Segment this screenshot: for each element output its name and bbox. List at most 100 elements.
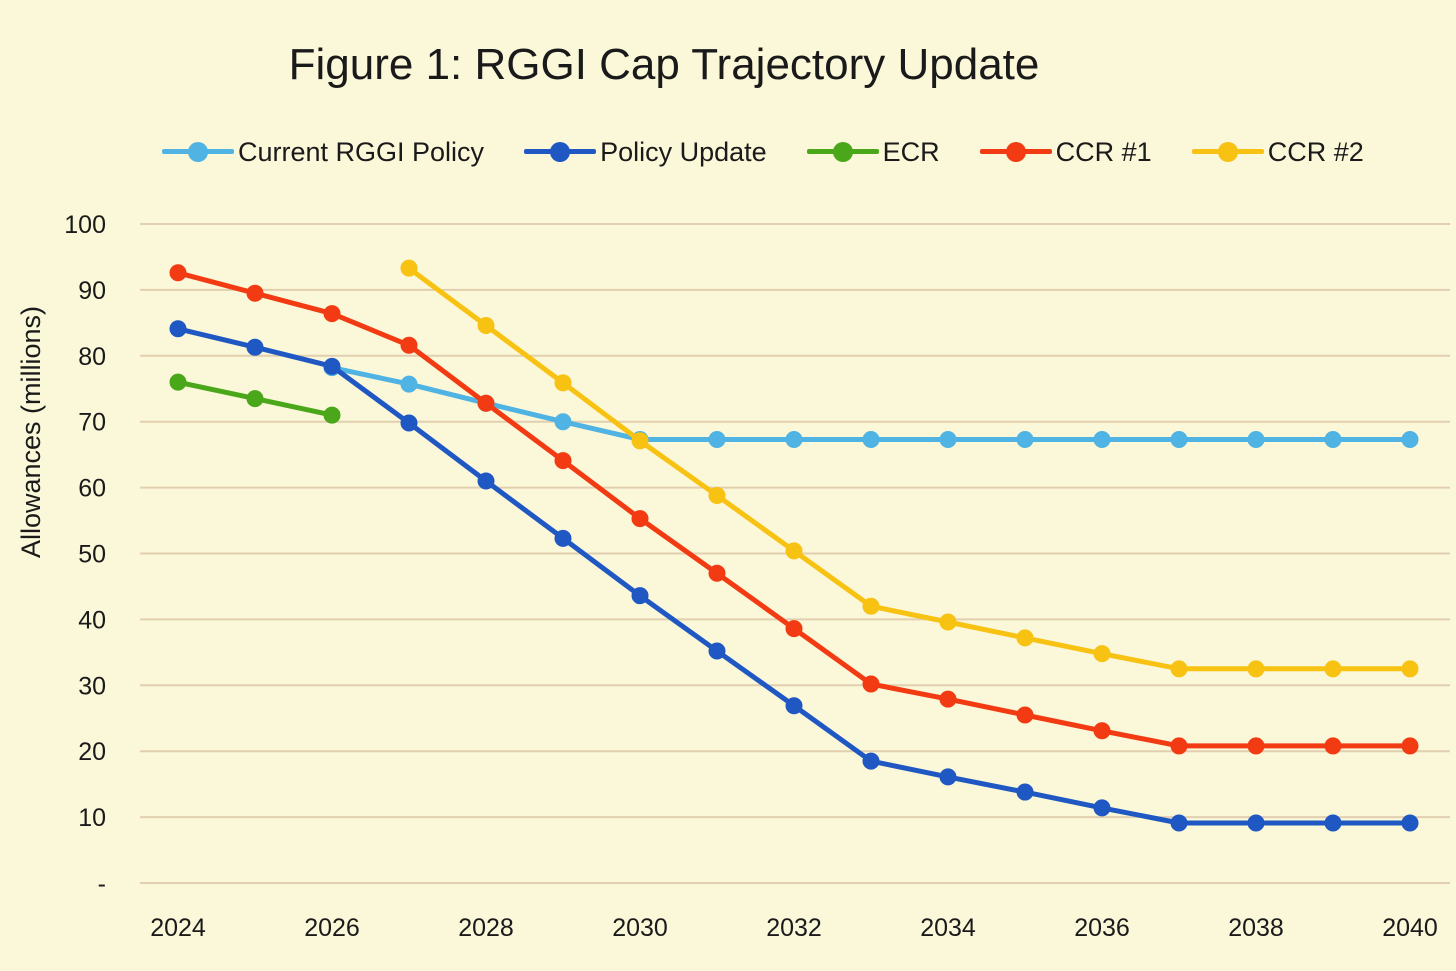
data-point xyxy=(1170,430,1188,448)
data-point xyxy=(1170,660,1188,678)
data-point xyxy=(1401,737,1419,755)
data-point xyxy=(554,374,572,392)
data-point xyxy=(862,597,880,615)
x-tick-label: 2036 xyxy=(1074,914,1130,942)
y-axis-ticks: - 10 20 30 40 50 60 70 80 90 100 xyxy=(64,211,106,898)
data-point xyxy=(1247,814,1265,832)
x-tick-label: 2038 xyxy=(1228,914,1284,942)
data-point xyxy=(1401,430,1419,448)
data-point xyxy=(785,620,803,638)
data-point xyxy=(939,430,957,448)
data-point xyxy=(1016,706,1034,724)
data-point xyxy=(1247,660,1265,678)
y-tick-label: 70 xyxy=(78,409,106,437)
legend: Current RGGI Policy Policy Update ECR CCR #… xyxy=(162,134,1364,170)
data-point xyxy=(323,357,341,375)
data-point xyxy=(785,542,803,560)
legend-label: CCR #1 xyxy=(1055,136,1152,167)
data-point xyxy=(862,752,880,770)
data-point xyxy=(400,259,418,277)
data-point xyxy=(1324,737,1342,755)
data-point xyxy=(1093,722,1111,740)
data-point xyxy=(1016,629,1034,647)
data-point xyxy=(1324,430,1342,448)
data-point xyxy=(1324,814,1342,832)
x-tick-label: 2028 xyxy=(458,914,514,942)
y-tick-label: 90 xyxy=(78,277,106,305)
data-point xyxy=(785,697,803,715)
y-tick-label: 50 xyxy=(78,541,106,569)
legend-item: ECR xyxy=(806,136,940,168)
legend-item: Current RGGI Policy xyxy=(162,137,484,168)
chart-title: Figure 1: RGGI Cap Trajectory Update xyxy=(288,40,1040,89)
series-ecr xyxy=(169,373,341,424)
data-point xyxy=(400,414,418,432)
y-tick-label: 30 xyxy=(78,672,106,700)
y-tick-label: 80 xyxy=(78,343,106,371)
data-point xyxy=(708,487,726,505)
x-tick-label: 2034 xyxy=(920,914,976,942)
data-point xyxy=(169,373,187,391)
data-point xyxy=(1093,645,1111,663)
data-point xyxy=(169,320,187,338)
data-point xyxy=(246,390,264,408)
x-tick-label: 2040 xyxy=(1382,914,1438,942)
data-point xyxy=(1247,430,1265,448)
data-point xyxy=(631,432,649,450)
legend-label: Policy Update xyxy=(600,136,767,167)
y-tick-label: 100 xyxy=(64,211,106,239)
data-point xyxy=(939,768,957,786)
series-line xyxy=(406,265,1413,672)
series-ccr-2 xyxy=(400,259,1419,678)
data-point xyxy=(1093,430,1111,448)
legend-item: CCR #1 xyxy=(979,136,1152,168)
data-point xyxy=(862,675,880,693)
legend-label: CCR #2 xyxy=(1267,136,1364,167)
data-point xyxy=(1170,737,1188,755)
data-point xyxy=(477,394,495,412)
data-point xyxy=(1016,783,1034,801)
series-lines xyxy=(169,259,1419,832)
legend-swatch xyxy=(806,142,879,162)
y-tick-label: 10 xyxy=(78,804,106,832)
data-point xyxy=(631,510,649,528)
series-ccr-1 xyxy=(169,264,1419,755)
y-axis-label: Allowances (millions) xyxy=(16,306,46,558)
data-point xyxy=(246,338,264,356)
x-axis-ticks: 2024 2026 2028 2030 2032 2034 2036 2038 2040 xyxy=(150,914,1438,942)
y-tick-label: 40 xyxy=(78,606,106,634)
y-tick-label: 60 xyxy=(78,475,106,503)
data-point xyxy=(708,430,726,448)
series-policy-update xyxy=(169,320,1419,832)
data-point xyxy=(246,284,264,302)
data-point xyxy=(862,430,880,448)
series-line xyxy=(175,326,1413,826)
data-point xyxy=(477,472,495,490)
data-point xyxy=(631,587,649,605)
y-tick-label: - xyxy=(98,870,106,898)
data-point xyxy=(785,430,803,448)
data-point xyxy=(477,316,495,334)
data-point xyxy=(169,264,187,282)
x-tick-label: 2024 xyxy=(150,914,206,942)
data-point xyxy=(554,529,572,547)
legend-label: Current RGGI Policy xyxy=(238,136,485,167)
data-point xyxy=(1324,660,1342,678)
data-point xyxy=(554,452,572,470)
data-point xyxy=(939,613,957,631)
data-point xyxy=(1016,430,1034,448)
legend-label: ECR xyxy=(882,136,940,167)
data-point xyxy=(708,564,726,582)
data-point xyxy=(323,305,341,323)
data-point xyxy=(323,406,341,424)
data-point xyxy=(400,336,418,354)
data-point xyxy=(939,690,957,708)
data-point xyxy=(554,413,572,431)
data-point xyxy=(1170,814,1188,832)
x-tick-label: 2030 xyxy=(612,914,668,942)
data-point xyxy=(1247,737,1265,755)
legend-swatch xyxy=(979,142,1052,162)
x-tick-label: 2032 xyxy=(766,914,822,942)
